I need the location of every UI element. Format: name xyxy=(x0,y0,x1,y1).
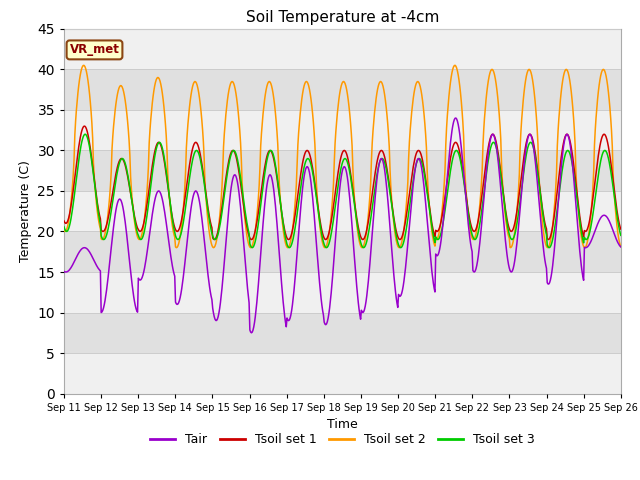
Bar xyxy=(64,69,621,110)
Bar xyxy=(64,272,621,312)
X-axis label: Time: Time xyxy=(327,418,358,431)
Text: VR_met: VR_met xyxy=(70,43,120,56)
Bar xyxy=(64,29,621,69)
Bar xyxy=(64,231,621,272)
Bar xyxy=(64,312,621,353)
Title: Soil Temperature at -4cm: Soil Temperature at -4cm xyxy=(246,10,439,25)
Bar xyxy=(64,110,621,150)
Legend: Tair, Tsoil set 1, Tsoil set 2, Tsoil set 3: Tair, Tsoil set 1, Tsoil set 2, Tsoil se… xyxy=(145,428,540,451)
Bar xyxy=(64,150,621,191)
Bar xyxy=(64,353,621,394)
Y-axis label: Temperature (C): Temperature (C) xyxy=(19,160,32,262)
Bar xyxy=(64,191,621,231)
